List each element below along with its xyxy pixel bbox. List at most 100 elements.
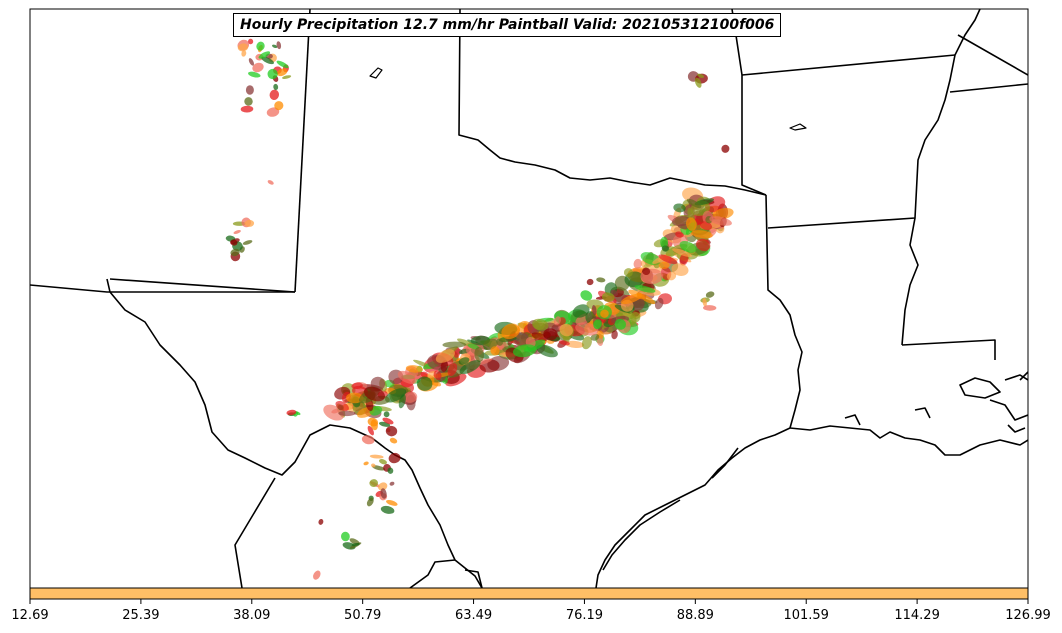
paintball-blob [442,341,467,348]
paintball-blob [580,290,593,301]
paintball-blob [241,50,247,57]
paintball-blob [272,44,278,49]
paintball-blob [672,248,693,258]
paintball-blob [703,305,717,311]
mexico-state-border-3 [464,569,483,588]
paintball-blob [721,144,730,153]
tn-border [949,83,1028,93]
paintball-blob [286,409,297,416]
paintball-blob [338,410,356,417]
louisiana-border [901,339,996,360]
texas-rio-grande-border [106,278,483,588]
paintball-blob [248,58,255,66]
paintball-blob [697,73,705,78]
paintball-blob [351,382,363,390]
paintball-blob [586,278,594,286]
paintball-blob [543,328,558,341]
paintball-blob [233,230,241,234]
paintball-blob [553,316,561,326]
paintball-blob [240,105,254,113]
paintball-blob [369,479,378,488]
paintball-blob [575,322,599,336]
paintball-blob [661,245,670,252]
paintball-blob [467,343,480,350]
paintball-blob [237,43,249,52]
paintball-blob [611,330,618,340]
paintball-blob [702,298,707,307]
ky-border [957,34,1028,76]
paintball-blob [388,452,401,464]
colorbar-tick-label: 12.69 [11,608,49,623]
paintball-blob [256,41,265,51]
paintball-blob [559,323,573,337]
map-frame [29,8,1029,589]
colorbar-tick-label: 63.49 [454,608,493,623]
paintball-blob [458,357,470,365]
colorbar-tick-label: 114.29 [894,608,940,623]
paintball-blob [572,304,590,318]
mississippi-river [901,217,919,346]
mexico-state-border-1 [234,477,276,588]
paintball-blob [363,461,369,466]
paintball-blob [512,344,537,358]
ok-ar-border [731,9,767,196]
paintball-blob [372,465,386,471]
paintball-blob [416,376,433,391]
paintball-blob [276,68,288,77]
paintball-blob [709,216,732,226]
paintball-blob [276,60,289,69]
paintball-blob [380,488,387,499]
paintball-blob [230,239,238,246]
ar-lake [789,123,807,131]
precipitation-paintballs [225,38,734,580]
paintball-blob [331,408,341,414]
paintball-blob [318,518,324,525]
paintball-blob [686,198,702,209]
paintball-blob [274,101,284,111]
barrier-island-1 [711,447,739,479]
nm-lake [369,67,383,79]
paintball-blob [660,236,669,248]
paintball-blob [335,400,349,412]
paintball-blob [501,323,520,340]
map-title: Hourly Precipitation 12.7 mm/hr Paintbal… [233,13,782,37]
paintball-blob [614,318,627,330]
paintball-blob [440,360,449,372]
paintball-blob [513,332,529,347]
paintball-blob [694,198,715,206]
paintball-blob [654,297,664,310]
paintball-blob [378,482,388,491]
paintball-blob [340,531,350,542]
texas-coast-south [595,427,791,588]
paintball-blob [642,267,651,276]
paintball-blob [385,425,398,437]
paintball-blob [536,344,558,358]
paintball-blob [634,285,656,293]
paintball-blob [398,394,406,409]
oklahoma-border [109,278,296,293]
colorbar-tick-label: 101.59 [783,608,829,623]
paintball-blob [230,248,240,257]
paintball-blob [666,271,677,281]
colorbar-tick-label: 76.19 [565,608,604,623]
paintball-blob [313,570,321,580]
paintball-blob [596,277,606,283]
paintball-blob [658,254,678,265]
paintball-blob [490,346,500,356]
paintball-blob [658,261,670,270]
paintball-blob [558,340,570,346]
texas-west-boundary [30,284,295,293]
paintball-blob [601,292,615,302]
paintball-blob [244,97,253,106]
paintball-blob [628,289,646,300]
colorbar-tick-label: 88.89 [676,608,714,623]
paintball-blob [380,505,395,514]
paintball-blob [252,62,264,73]
paintball-blob [593,319,602,330]
paintball-blob [633,258,642,269]
mexico-state-border-2 [409,559,456,588]
paintball-blob [685,217,697,231]
paintball-blob [387,467,394,474]
